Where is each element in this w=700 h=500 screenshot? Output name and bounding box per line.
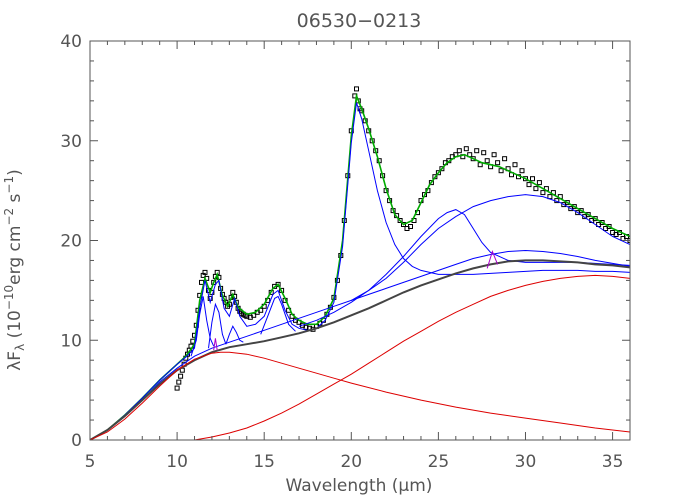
y-axis-label: λFλ (10−10erg cm−2 s−1) xyxy=(2,169,27,371)
data-point xyxy=(202,269,208,275)
data-point xyxy=(540,190,546,196)
x-tick-label: 20 xyxy=(340,452,362,472)
data-point xyxy=(275,281,281,287)
data-point xyxy=(481,150,487,156)
data-point xyxy=(428,180,434,186)
data-point xyxy=(474,148,480,154)
data-point xyxy=(174,385,180,391)
data-point xyxy=(512,162,518,168)
data-point xyxy=(439,166,445,172)
x-axis-label: Wavelength (μm) xyxy=(286,476,433,496)
x-tick-label: 25 xyxy=(428,452,450,472)
series-line-10 xyxy=(90,259,630,440)
data-point xyxy=(571,204,577,210)
data-point xyxy=(599,220,605,225)
data-point xyxy=(463,146,469,152)
series-line-9 xyxy=(260,295,296,335)
data-point xyxy=(498,168,504,174)
series-line-12 xyxy=(194,274,630,440)
data-point xyxy=(547,194,553,200)
y-tick-label: 10 xyxy=(60,331,82,351)
data-point xyxy=(491,152,497,158)
series-line-11 xyxy=(90,351,630,440)
series-line-7 xyxy=(208,302,227,349)
data-point xyxy=(408,224,413,229)
data-point xyxy=(456,148,462,154)
y-tick-label: 20 xyxy=(60,232,82,252)
data-point xyxy=(536,180,542,186)
data-point xyxy=(397,218,403,223)
series-line-8 xyxy=(225,325,244,345)
x-tick-label: 35 xyxy=(602,452,624,472)
y-tick-label: 30 xyxy=(60,132,82,152)
data-point xyxy=(526,182,532,188)
x-tick-label: 30 xyxy=(515,452,537,472)
data-point xyxy=(578,208,584,214)
data-point xyxy=(585,212,591,218)
data-point xyxy=(470,156,476,162)
chart-title: 06530−0213 xyxy=(297,10,422,32)
data-point xyxy=(592,216,598,222)
plot-area xyxy=(90,86,630,440)
data-point xyxy=(495,160,501,166)
series-line-15 xyxy=(486,250,499,269)
data-point xyxy=(502,156,508,162)
data-point xyxy=(401,222,406,227)
axes: 5 10 15 20 25 30 35 0 10 20 30 40 xyxy=(60,32,631,472)
data-point xyxy=(176,379,182,385)
series-line-3 xyxy=(90,249,630,440)
x-tick-label: 10 xyxy=(166,452,188,472)
x-tick-label: 5 xyxy=(85,452,96,472)
series-line-2 xyxy=(90,102,630,440)
x-tick-label: 15 xyxy=(253,452,275,472)
series-line-1 xyxy=(90,92,630,440)
data-point xyxy=(178,373,184,379)
data-point xyxy=(606,224,612,229)
data-point xyxy=(484,158,490,164)
data-point xyxy=(564,200,570,206)
plot-lines xyxy=(90,86,630,440)
y-tick-label: 40 xyxy=(60,32,82,52)
series-line-14 xyxy=(213,338,218,351)
series-line-5 xyxy=(351,194,630,301)
data-point xyxy=(523,176,528,182)
data-point xyxy=(530,176,535,182)
data-point xyxy=(354,86,359,92)
data-point xyxy=(435,170,441,176)
data-point xyxy=(533,186,539,192)
y-tick-label: 0 xyxy=(71,431,82,451)
data-point xyxy=(519,168,525,174)
